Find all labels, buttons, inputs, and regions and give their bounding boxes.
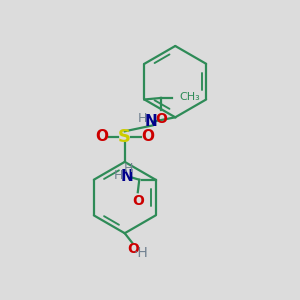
Text: H: H (123, 162, 133, 175)
Text: N: N (145, 113, 158, 128)
Text: O: O (132, 194, 144, 208)
Text: O: O (95, 129, 108, 144)
Text: O: O (127, 242, 139, 256)
Text: O: O (155, 112, 167, 126)
Text: H: H (138, 112, 147, 124)
Text: O: O (141, 129, 154, 144)
Text: H: H (114, 169, 123, 182)
Text: S: S (118, 128, 131, 146)
Text: ·H: ·H (134, 246, 148, 260)
Text: N: N (120, 169, 133, 184)
Text: CH₃: CH₃ (179, 92, 200, 102)
